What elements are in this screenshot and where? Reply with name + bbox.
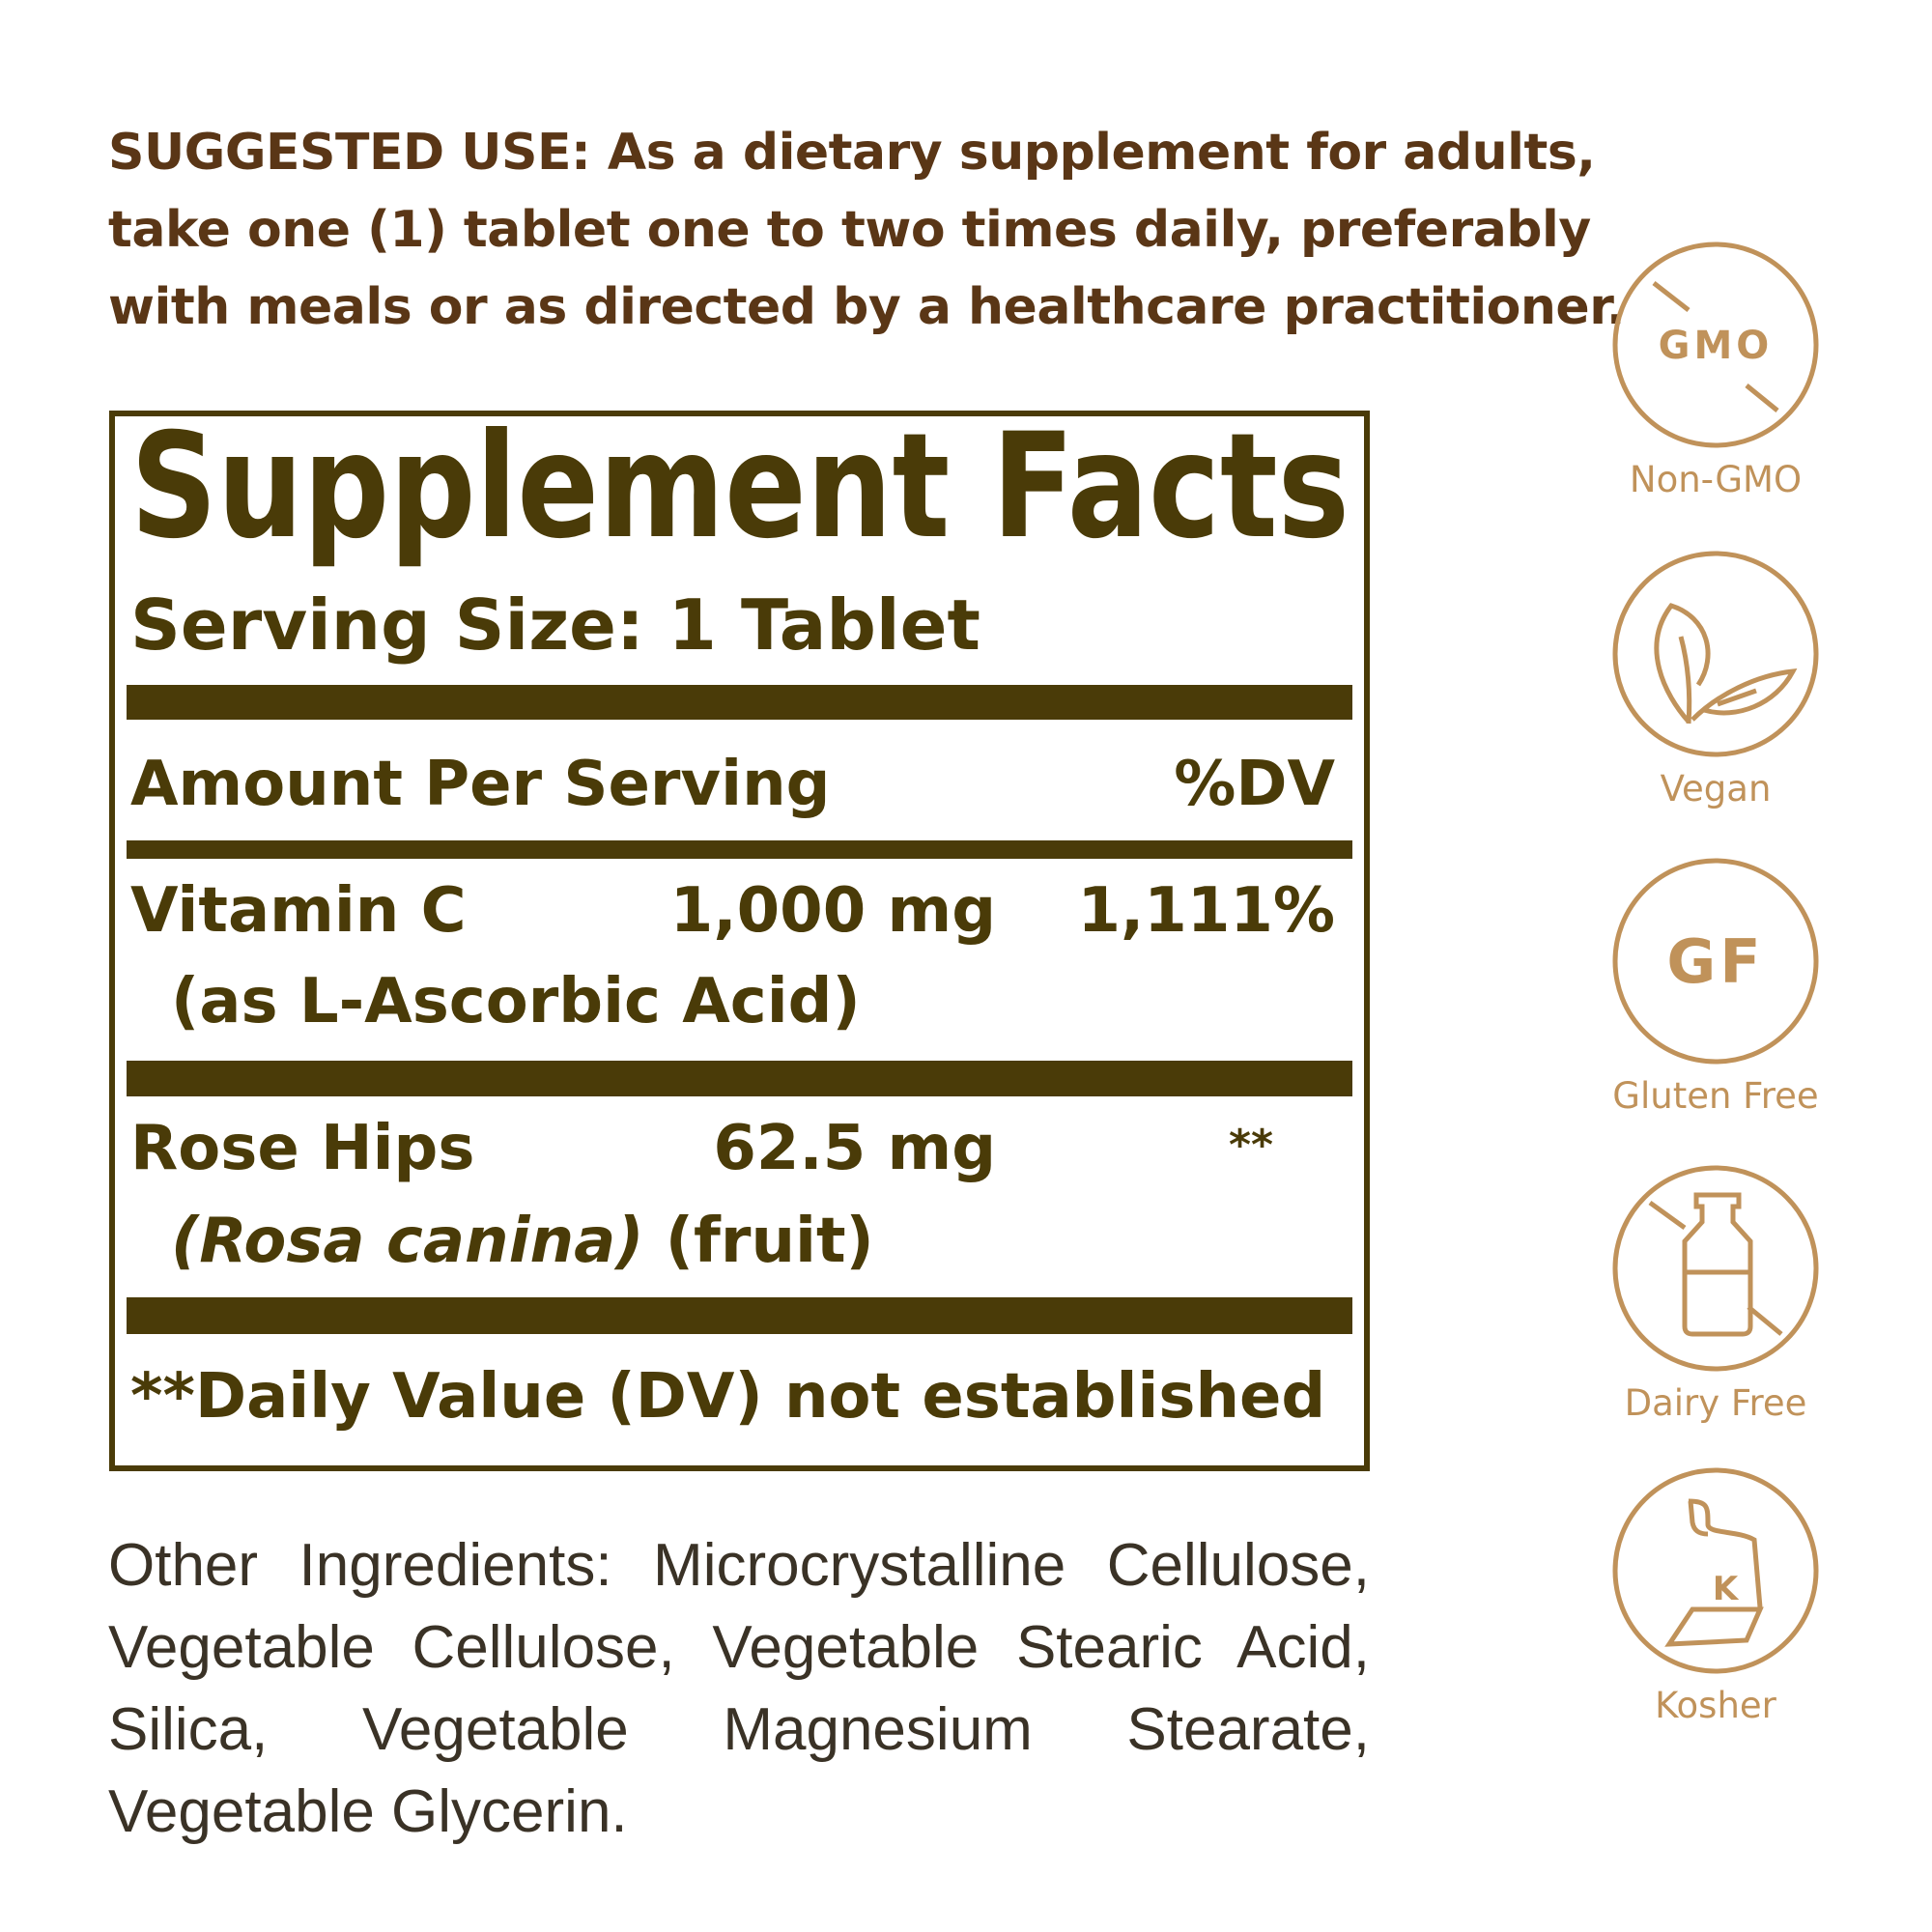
facts-title-svg: Supplement Facts xyxy=(130,403,1350,571)
suggested-use: SUGGESTED USE: As a dietary supplement f… xyxy=(108,114,1626,346)
badge-label: Vegan xyxy=(1660,768,1772,810)
nutrient-name: Vitamin C xyxy=(130,875,467,947)
nutrient-name: Rose Hips xyxy=(130,1113,475,1184)
badge-non-gmo: GMO Non-GMO xyxy=(1611,241,1820,500)
badge-dairy-free: Dairy Free xyxy=(1611,1164,1820,1424)
other-ingredients: Other Ingredients: Microcrystalline Cell… xyxy=(108,1532,1370,1845)
divider-bar xyxy=(127,1297,1352,1334)
badge-label: Kosher xyxy=(1655,1685,1776,1726)
badge-label: Dairy Free xyxy=(1624,1382,1807,1424)
nutrient-source: (Rosa canina) (fruit) xyxy=(171,1206,874,1277)
badge-label: Non-GMO xyxy=(1629,459,1803,500)
serving-size: Serving Size: 1 Tablet xyxy=(130,584,980,666)
svg-text:GF: GF xyxy=(1666,926,1764,997)
footnote: **Daily Value (DV) not established xyxy=(130,1361,1326,1433)
amount-per-serving-header: Amount Per Serving xyxy=(130,749,831,820)
divider-bar xyxy=(127,840,1352,859)
svg-text:GMO: GMO xyxy=(1659,324,1774,368)
gf-icon: GF xyxy=(1612,858,1819,1065)
kosher-icon: K xyxy=(1612,1467,1819,1674)
gmo-crossed-icon: GMO xyxy=(1612,242,1819,448)
dv-header: %DV xyxy=(1174,749,1335,820)
nutrient-dv: ** xyxy=(1229,1121,1274,1170)
badge-label: Gluten Free xyxy=(1612,1075,1819,1117)
divider-bar xyxy=(127,685,1352,720)
nutrient-dv: 1,111% xyxy=(1077,875,1335,947)
badge-kosher: K Kosher xyxy=(1611,1466,1820,1726)
badge-gluten-free: GF Gluten Free xyxy=(1611,857,1820,1117)
supplement-facts-panel xyxy=(109,411,1370,1471)
badge-vegan: Vegan xyxy=(1611,550,1820,810)
latin-name: (Rosa canina) xyxy=(171,1206,644,1277)
svg-text:K: K xyxy=(1713,1570,1740,1608)
suggested-use-line: with meals or as directed by a healthcar… xyxy=(108,278,1626,336)
plant-part: (fruit) xyxy=(643,1206,874,1277)
suggested-use-line: SUGGESTED USE: As a dietary supplement f… xyxy=(108,124,1596,182)
nutrient-source: (as L-Ascorbic Acid) xyxy=(171,966,861,1037)
divider-bar xyxy=(127,1061,1352,1096)
milk-bottle-crossed-icon xyxy=(1612,1165,1819,1372)
nutrient-amount: 1,000 mg xyxy=(669,875,996,947)
facts-title: Supplement Facts xyxy=(130,403,1350,571)
nutrient-amount: 62.5 mg xyxy=(713,1113,996,1184)
suggested-use-line: take one (1) tablet one to two times dai… xyxy=(108,201,1591,259)
leaf-icon xyxy=(1612,551,1819,757)
